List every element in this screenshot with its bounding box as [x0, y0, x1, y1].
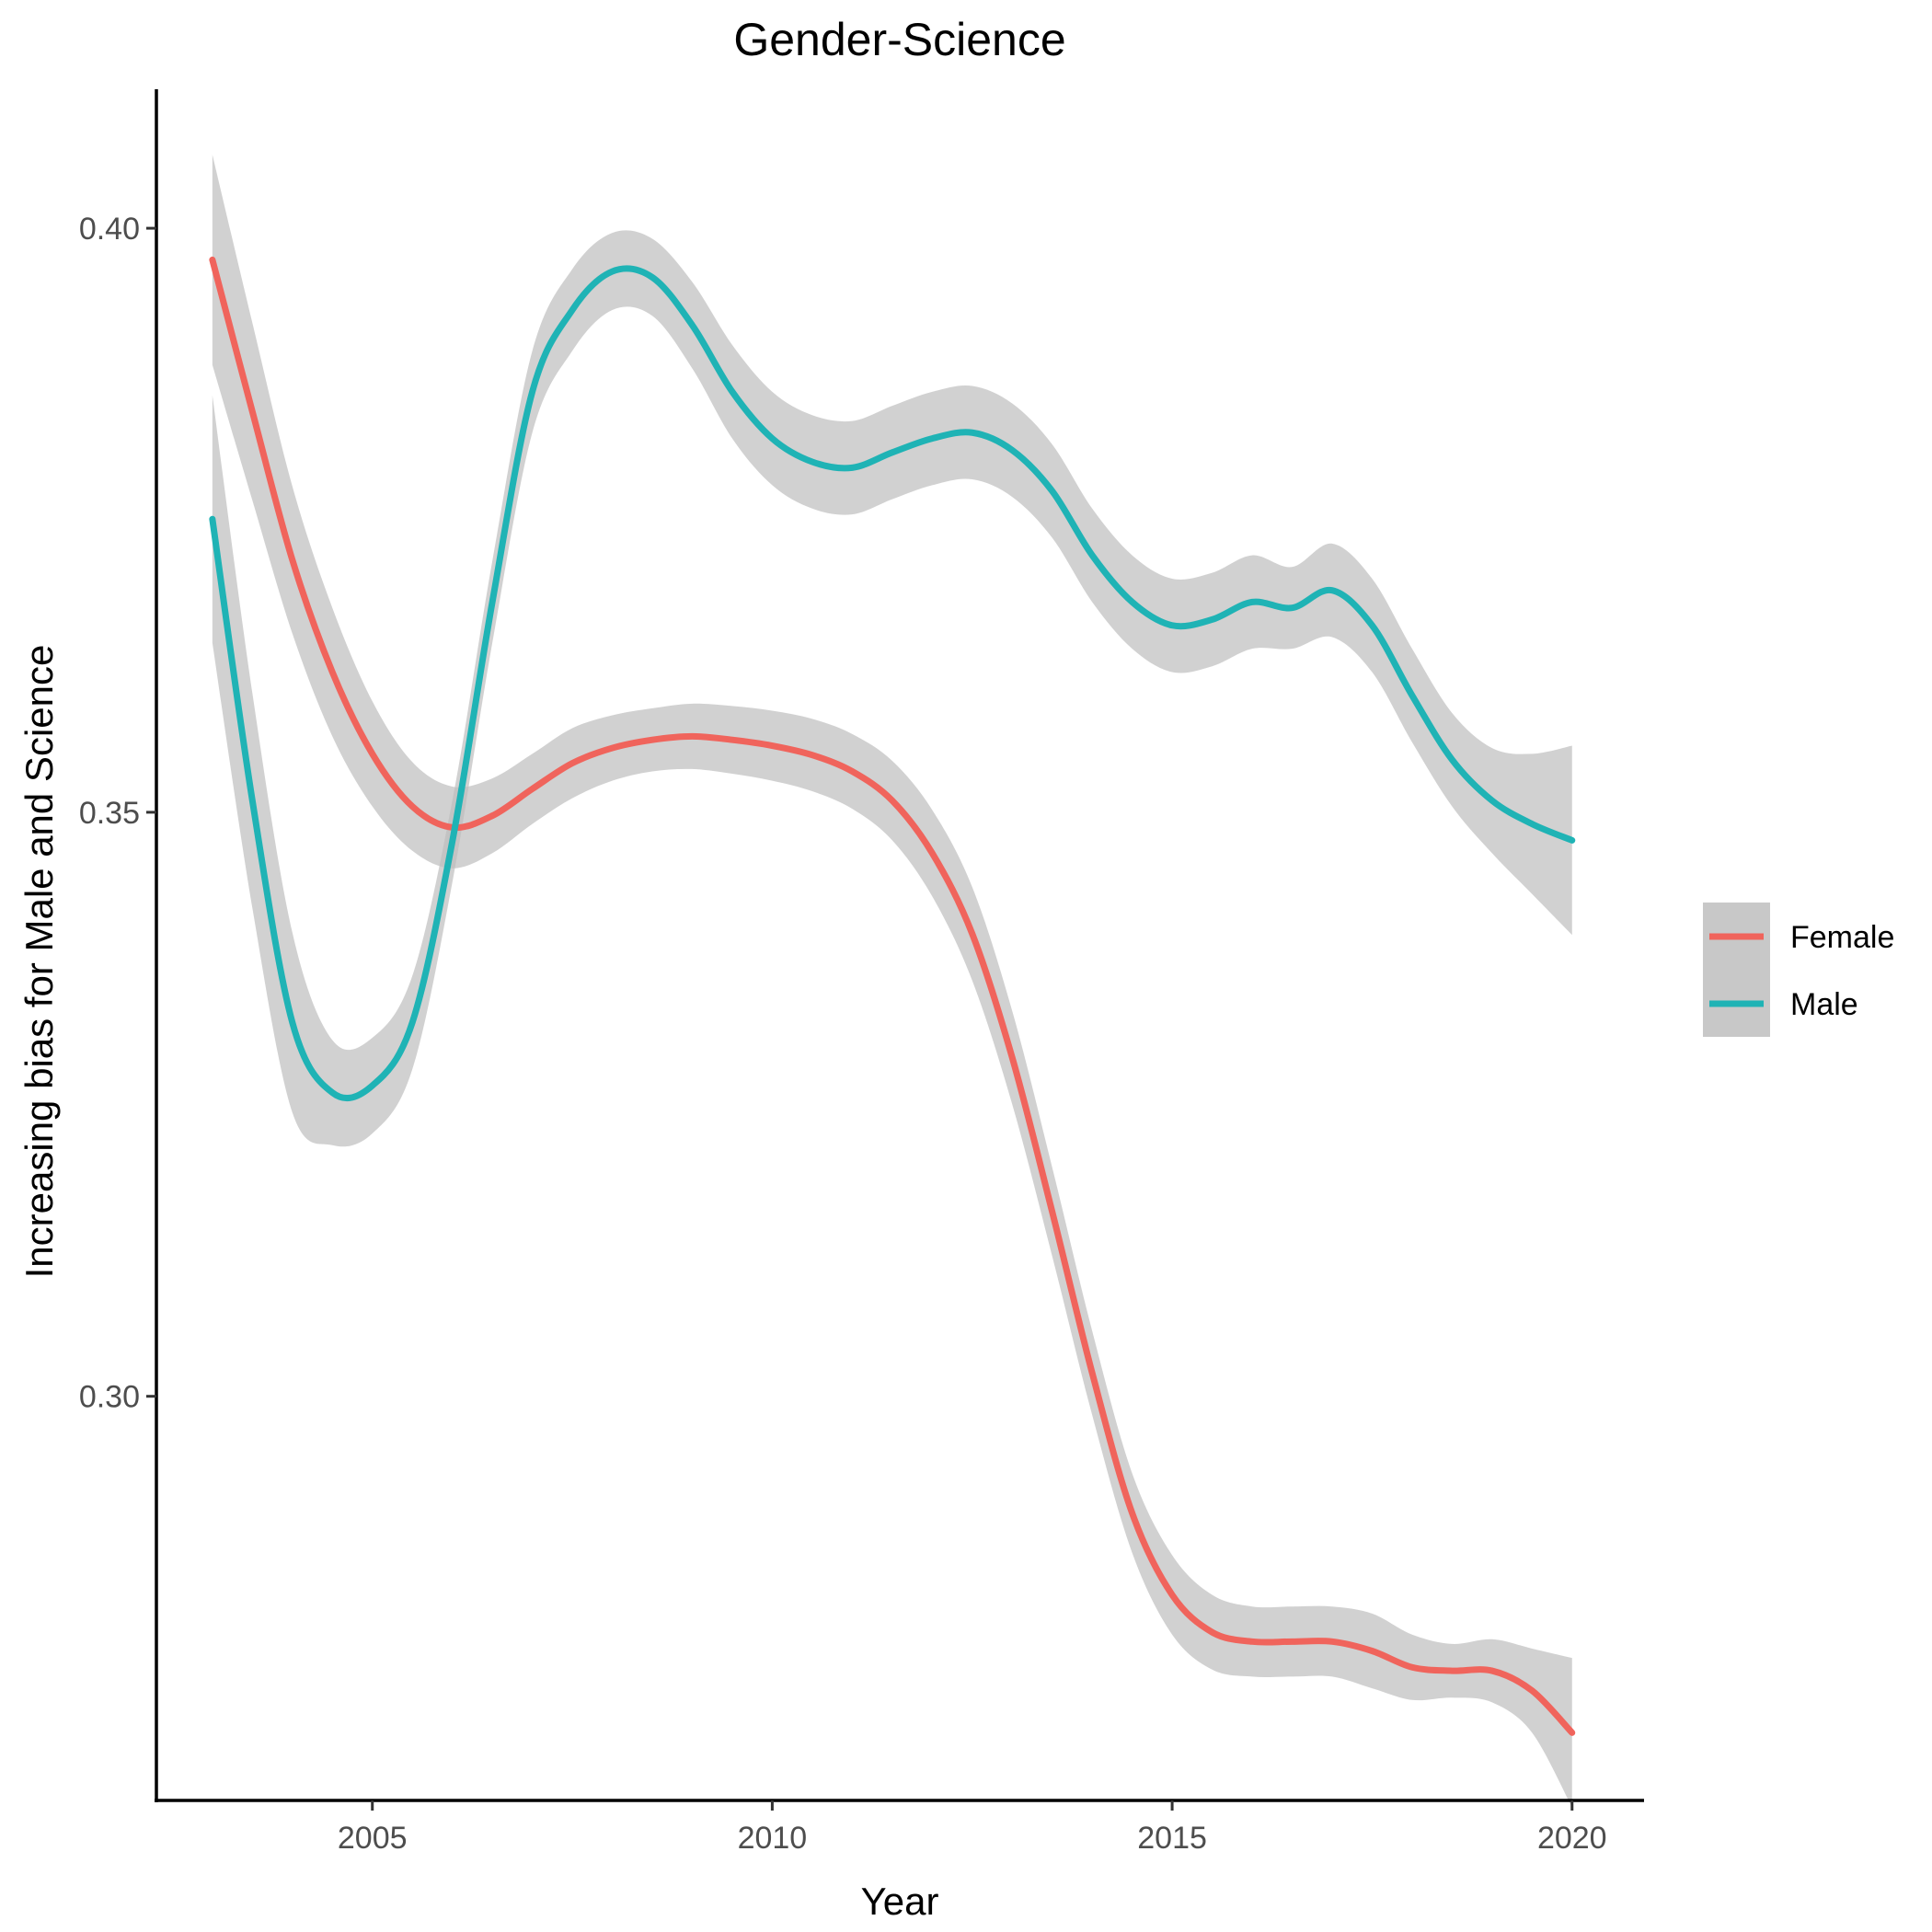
female-series-line: [209, 256, 1576, 1736]
male-point-2015.5: [1210, 616, 1215, 622]
female-point-2005.5: [409, 804, 415, 810]
male-point-2003: [210, 516, 215, 522]
male-point-2004.5: [329, 1090, 335, 1096]
female-point-2012: [929, 850, 935, 856]
y-tick-label-0.40: 0.40: [79, 212, 140, 247]
female-point-2007: [530, 787, 535, 792]
plot-area: [209, 155, 1576, 1808]
male-point-2003.5: [249, 798, 255, 803]
male-point-2009: [689, 322, 695, 328]
female-point-2020: [1570, 1730, 1575, 1735]
legend-label-male: Male: [1790, 987, 1858, 1022]
female-point-2017.5: [1369, 1648, 1374, 1653]
male-point-2007.5: [569, 307, 575, 313]
male-point-2009.5: [730, 389, 735, 395]
female-point-2019: [1489, 1668, 1495, 1673]
male-point-2008: [610, 269, 615, 274]
male-point-2018.5: [1449, 757, 1455, 763]
y-axis-ticks: 0.30 0.35 0.40: [79, 212, 156, 1415]
female-point-2009: [689, 733, 695, 739]
male-point-2011: [849, 465, 855, 470]
female-point-2004: [290, 558, 295, 563]
x-tick-label-2015: 2015: [1137, 1821, 1207, 1856]
female-point-2019.5: [1529, 1688, 1535, 1694]
male-confidence-band: [212, 230, 1572, 1147]
male-point-2008.5: [650, 274, 655, 280]
y-axis-title: Increasing bias for Male and Science: [17, 645, 61, 1279]
female-point-2018: [1409, 1664, 1415, 1670]
female-point-2008: [610, 745, 615, 751]
x-tick-label-2005: 2005: [338, 1821, 408, 1856]
male-point-2016.5: [1289, 605, 1294, 611]
female-point-2013.5: [1050, 1209, 1055, 1214]
male-point-2014.5: [1130, 599, 1135, 604]
male-point-2010.5: [810, 459, 815, 465]
female-point-2016: [1249, 1639, 1255, 1644]
female-point-2009.5: [730, 737, 735, 742]
female-point-2012.5: [970, 931, 975, 937]
male-point-2010: [769, 436, 775, 442]
female-confidence-band: [212, 155, 1572, 1808]
male-point-2013.5: [1050, 489, 1055, 494]
female-point-2010.5: [810, 753, 815, 758]
female-point-2011.5: [890, 798, 895, 803]
male-point-2016: [1249, 599, 1255, 604]
male-point-2017.5: [1369, 623, 1374, 628]
male-point-2019.5: [1529, 822, 1535, 827]
female-point-2003: [210, 257, 215, 262]
male-point-2004: [290, 1019, 295, 1025]
male-point-2015: [1169, 623, 1175, 628]
male-point-2019: [1489, 798, 1495, 803]
y-tick-label-0.30: 0.30: [79, 1380, 140, 1415]
female-point-2007.5: [569, 761, 575, 766]
female-point-2015: [1169, 1593, 1175, 1598]
female-point-2003.5: [249, 408, 255, 414]
male-point-2017: [1329, 588, 1335, 593]
female-point-2018.5: [1449, 1668, 1455, 1673]
female-point-2004.5: [329, 670, 335, 675]
male-series-line: [209, 265, 1576, 1102]
female-point-2014.5: [1130, 1511, 1135, 1516]
male-point-2020: [1570, 837, 1575, 843]
y-tick-label-0.35: 0.35: [79, 796, 140, 831]
male-point-2012.5: [970, 430, 975, 435]
male-point-2005.5: [409, 1019, 415, 1025]
female-point-2014: [1089, 1370, 1095, 1375]
female-point-2006.5: [489, 813, 495, 819]
female-point-2016.5: [1289, 1639, 1294, 1644]
x-tick-label-2020: 2020: [1537, 1821, 1607, 1856]
female-point-2011: [849, 768, 855, 774]
x-tick-label-2010: 2010: [738, 1821, 808, 1856]
female-point-2015.5: [1210, 1629, 1215, 1635]
legend-label-female: Female: [1790, 920, 1894, 955]
male-point-2014: [1089, 553, 1095, 558]
female-point-2017: [1329, 1639, 1335, 1644]
x-axis-ticks: 2005 2010 2015 2020: [338, 1800, 1607, 1856]
male-point-2007: [530, 389, 535, 395]
legend: Female Male: [1703, 903, 1894, 1037]
male-point-2006: [450, 839, 455, 845]
chart-title: Gender-Science: [733, 14, 1065, 65]
x-axis-title: Year: [861, 1880, 939, 1923]
female-point-2013: [1009, 1055, 1015, 1061]
female-point-2008.5: [650, 737, 655, 742]
male-point-2011.5: [890, 450, 895, 455]
female-point-2010: [769, 743, 775, 749]
male-point-2005: [370, 1083, 375, 1088]
male-point-2006.5: [489, 599, 495, 604]
male-point-2013: [1009, 447, 1015, 453]
legend-key-background: [1703, 903, 1770, 1037]
male-point-2012: [929, 436, 935, 442]
male-point-2018: [1409, 693, 1415, 698]
female-point-2005: [370, 751, 375, 756]
